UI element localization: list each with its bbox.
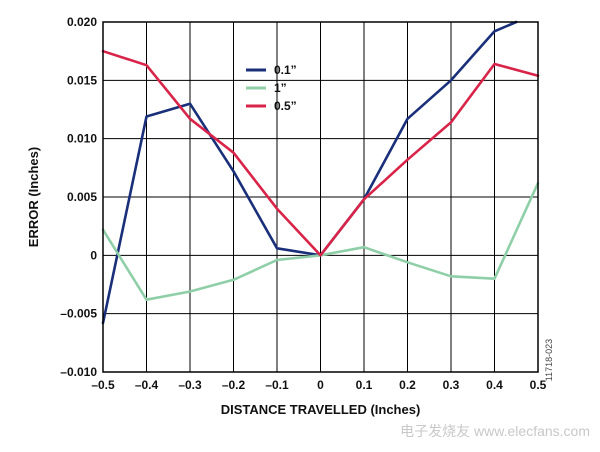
plot-frame: [102, 21, 539, 373]
legend: 0.1” 1” 0.5”: [246, 63, 297, 113]
x-tick-label: 0.5: [530, 378, 547, 392]
y-axis-title: ERROR (Inches): [26, 147, 41, 247]
series-lines: [101, 20, 540, 325]
legend-label: 0.1”: [274, 63, 297, 77]
x-axis-title: DISTANCE TRAVELLED (Inches): [221, 402, 421, 417]
figure-code: 11718-023: [544, 339, 554, 381]
x-tick-label: 0: [317, 378, 324, 392]
x-tick-label: 0.3: [443, 378, 460, 392]
tick-labels: –0.5 –0.4 –0.3 –0.2 –0.1 0 0.1 0.2 0.3 0.4 0.5 0.02…: [60, 15, 546, 392]
x-tick-label: –0.3: [178, 378, 202, 392]
y-tick-label: 0: [90, 248, 97, 262]
grid: [102, 21, 539, 373]
series-line-0: [101, 20, 518, 325]
y-tick-label: –0.010: [60, 365, 97, 379]
x-tick-label: –0.2: [222, 378, 246, 392]
y-tick-label: 0.020: [67, 15, 97, 29]
watermark-text: 电子发烧友 www.elecfans.com: [400, 423, 590, 439]
legend-label: 1”: [274, 81, 287, 95]
x-tick-label: –0.4: [135, 378, 159, 392]
x-tick-label: 0.1: [356, 378, 373, 392]
series-line-2: [101, 49, 540, 257]
x-tick-label: –0.1: [265, 378, 289, 392]
x-tick-label: –0.5: [91, 378, 115, 392]
y-tick-label: 0.005: [67, 190, 97, 204]
y-tick-label: 0.010: [67, 132, 97, 146]
legend-label: 0.5”: [274, 99, 297, 113]
y-tick-label: 0.015: [67, 73, 97, 87]
y-tick-label: –0.005: [60, 307, 97, 321]
x-tick-label: 0.4: [486, 378, 503, 392]
x-tick-label: 0.2: [399, 378, 416, 392]
